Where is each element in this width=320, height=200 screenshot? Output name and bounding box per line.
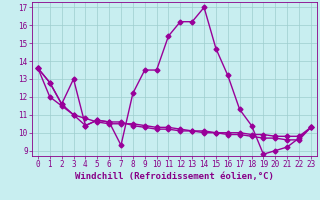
X-axis label: Windchill (Refroidissement éolien,°C): Windchill (Refroidissement éolien,°C) <box>75 172 274 181</box>
